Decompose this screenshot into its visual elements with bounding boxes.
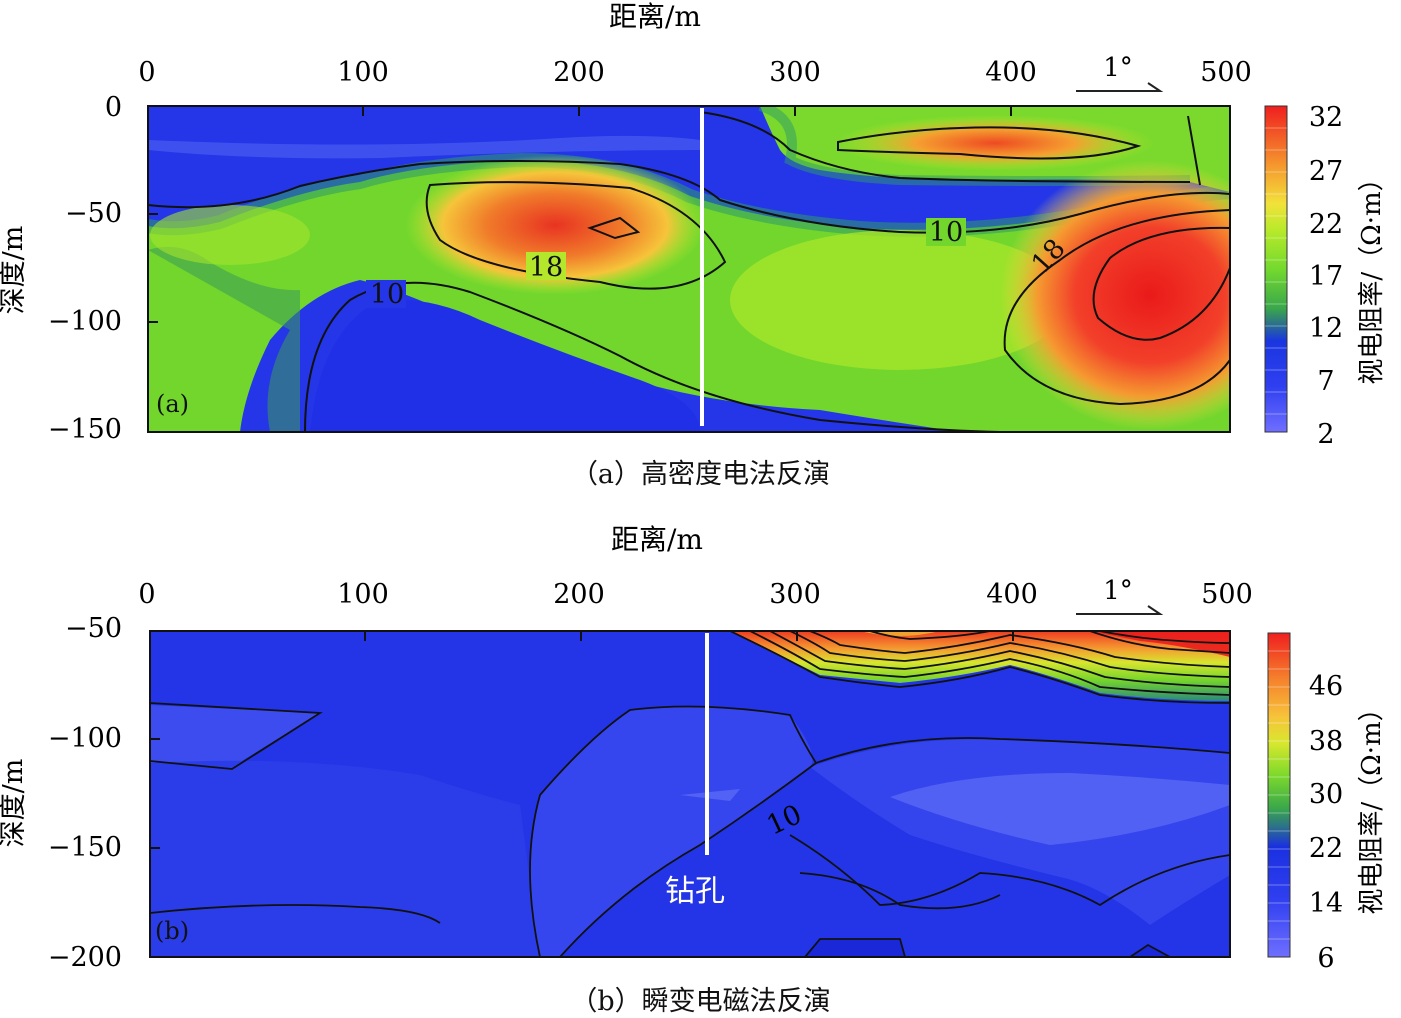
x-tick-label: 200 <box>553 579 605 610</box>
x-tick-label: 200 <box>553 57 605 88</box>
x-tick-label: 100 <box>337 57 389 88</box>
panel-a-x-ticks: 0 100 200 300 400 500 <box>138 57 1251 88</box>
colorbar-tick: 2 <box>1317 419 1334 450</box>
panel-b-resistivity: 距离/m 0 100 200 300 400 500 1° −50 −100 −… <box>0 505 1401 1017</box>
colorbar-tick: 32 <box>1309 102 1343 133</box>
panel-a-resistivity: 距离/m 0 100 200 300 400 500 1° 0 −50 −100… <box>0 0 1401 505</box>
colorbar-tick: 22 <box>1309 833 1343 864</box>
panel-a-y-ticks: 0 −50 −100 −150 <box>48 92 122 445</box>
panel-b-y-ticks: −50 −100 −150 −200 <box>48 613 122 973</box>
y-tick-label: −100 <box>48 306 122 337</box>
y-tick-label: −100 <box>48 723 122 754</box>
colorbar-tick: 27 <box>1309 156 1343 187</box>
panel-b-ylabel: 深度/m <box>0 759 29 848</box>
panel-a-xlabel: 距离/m <box>609 0 701 33</box>
colorbar-tick: 30 <box>1309 779 1343 810</box>
y-tick-label: −200 <box>48 942 122 973</box>
y-tick-label: −150 <box>48 832 122 863</box>
panel-a-caption: （a）高密度电法反演 <box>570 459 831 490</box>
colorbar-tick: 22 <box>1309 209 1343 240</box>
x-tick-label: 300 <box>769 579 821 610</box>
y-tick-label: 0 <box>105 92 122 123</box>
panel-a-chart: 距离/m 0 100 200 300 400 500 1° 0 −50 −100… <box>0 0 1387 450</box>
panel-b-chart: 距离/m 0 100 200 300 400 500 1° −50 −100 −… <box>0 523 1387 974</box>
panel-b-tick-marks <box>150 631 1014 849</box>
colorbar-label: 视电阻率/（Ω·m） <box>1357 695 1387 914</box>
contour-label: 10 <box>929 217 963 248</box>
panel-b-borehole-label: 钻孔 <box>665 874 725 909</box>
panel-a-heat-field <box>148 106 1230 432</box>
panel-b-heat-field <box>150 631 1230 957</box>
colorbar-tick: 17 <box>1309 261 1343 292</box>
y-tick-label: −50 <box>65 613 122 644</box>
panel-b-xlabel: 距离/m <box>611 523 703 556</box>
colorbar-tick: 14 <box>1309 888 1343 919</box>
x-tick-label: 500 <box>1200 57 1252 88</box>
x-tick-label: 0 <box>138 57 155 88</box>
panel-b-caption: （b）瞬变电磁法反演 <box>570 986 831 1017</box>
panel-a-ylabel: 深度/m <box>0 226 29 315</box>
x-tick-label: 0 <box>138 579 155 610</box>
panel-b-tag: (b) <box>155 917 189 945</box>
panel-b-slope-annotation: 1° <box>1076 576 1164 615</box>
x-tick-label: 300 <box>769 57 821 88</box>
panel-a-slope-annotation: 1° <box>1076 53 1164 92</box>
contour-label: 18 <box>529 252 563 283</box>
colorbar-label: 视电阻率/（Ω·m） <box>1357 165 1387 384</box>
y-tick-label: −150 <box>48 414 122 445</box>
y-tick-label: −50 <box>65 198 122 229</box>
x-tick-label: 500 <box>1201 579 1253 610</box>
colorbar-tick: 6 <box>1317 943 1334 974</box>
x-tick-label: 100 <box>337 579 389 610</box>
colorbar-tick: 46 <box>1309 671 1343 702</box>
panel-a-tick-marks <box>148 106 1012 323</box>
x-tick-label: 400 <box>986 579 1038 610</box>
panel-a-tag: (a) <box>156 390 189 418</box>
slope-label: 1° <box>1103 53 1133 83</box>
panel-b-colorbar: 46 38 30 22 14 6 视电阻率/（Ω·m） <box>1267 632 1387 974</box>
colorbar-tick: 7 <box>1317 366 1334 397</box>
colorbar-tick: 12 <box>1309 313 1343 344</box>
slope-label: 1° <box>1103 576 1133 606</box>
colorbar-tick: 38 <box>1309 726 1343 757</box>
panel-b-contours <box>150 631 1230 957</box>
panel-b-x-ticks: 0 100 200 300 400 500 <box>138 579 1252 610</box>
contour-label: 10 <box>370 279 404 310</box>
x-tick-label: 400 <box>985 57 1037 88</box>
panel-a-colorbar: 32 27 22 17 12 7 2 视电阻率/（Ω·m） <box>1264 102 1387 450</box>
